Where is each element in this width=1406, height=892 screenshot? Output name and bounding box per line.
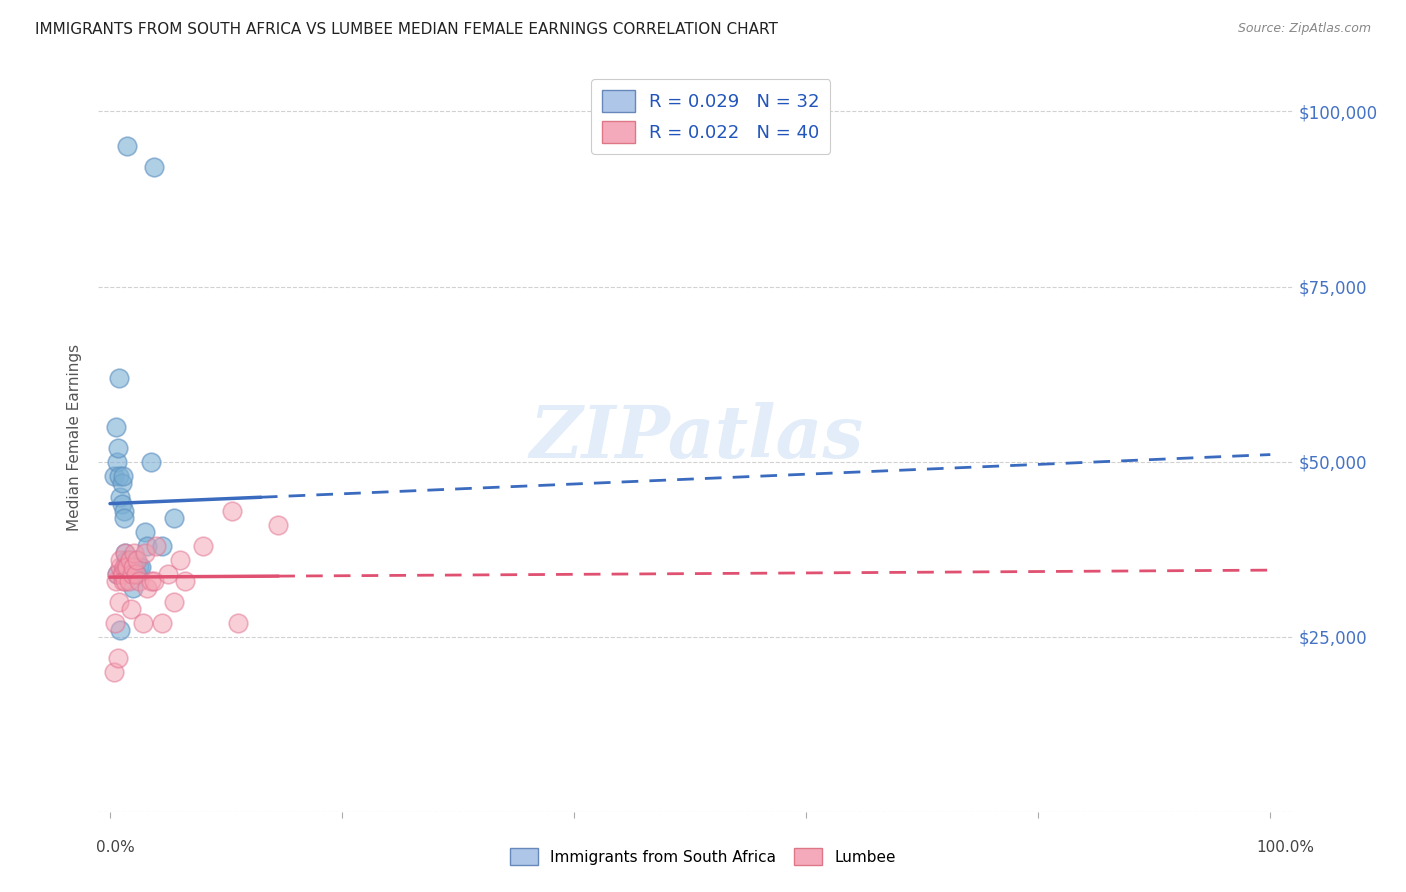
Point (128, 559, 150, 574)
Point (139, 574, 162, 588)
Point (163, 594, 186, 608)
Y-axis label: Median Female Earnings: Median Female Earnings (67, 343, 83, 531)
Point (103, 468, 125, 483)
Point (117, 574, 139, 588)
Point (104, 615, 127, 630)
Point (103, 665, 125, 679)
Point (267, 517, 290, 532)
Point (191, 539, 214, 553)
Point (125, 552, 148, 566)
Point (125, 566, 148, 581)
Point (143, 161, 166, 175)
Point (121, 566, 143, 581)
Point (118, 559, 141, 574)
Point (115, 559, 138, 574)
Point (110, 552, 132, 566)
Point (104, 574, 127, 588)
Text: 100.0%: 100.0% (1257, 840, 1315, 855)
Point (221, 503, 243, 517)
Legend: R = 0.029   N = 32, R = 0.022   N = 40: R = 0.029 N = 32, R = 0.022 N = 40 (592, 79, 831, 153)
Point (120, 559, 142, 574)
Point (115, 552, 138, 566)
Point (117, 559, 139, 574)
Point (114, 574, 136, 588)
Point (134, 524, 156, 539)
Point (111, 497, 134, 511)
Point (157, 566, 180, 581)
Point (145, 539, 167, 553)
Point (139, 454, 162, 468)
Point (163, 510, 186, 524)
Point (111, 475, 134, 490)
Point (122, 559, 145, 574)
Point (111, 574, 134, 588)
Point (105, 454, 128, 468)
Point (131, 559, 153, 574)
Point (118, 552, 141, 566)
Point (117, 559, 139, 574)
Legend: Immigrants from South Africa, Lumbee: Immigrants from South Africa, Lumbee (505, 842, 901, 871)
Point (105, 566, 128, 581)
Point (111, 566, 134, 581)
Point (136, 581, 159, 595)
Point (108, 594, 131, 608)
Point (110, 559, 132, 574)
Point (108, 370, 131, 384)
Point (136, 539, 159, 553)
Point (120, 601, 142, 615)
Point (122, 581, 145, 595)
Point (134, 546, 156, 560)
Point (111, 566, 134, 581)
Point (150, 539, 173, 553)
Text: ZIPatlas: ZIPatlas (529, 401, 863, 473)
Point (114, 546, 136, 560)
Point (124, 546, 146, 560)
Point (112, 559, 135, 574)
Point (114, 546, 136, 560)
Point (107, 441, 129, 455)
Point (112, 503, 135, 517)
Point (107, 650, 129, 665)
Point (108, 468, 131, 483)
Point (104, 419, 127, 434)
Point (226, 615, 249, 630)
Point (111, 468, 134, 483)
Point (143, 574, 166, 588)
Point (150, 615, 173, 630)
Point (117, 139, 139, 153)
Point (169, 552, 191, 566)
Point (117, 552, 139, 566)
Point (124, 552, 146, 566)
Point (110, 623, 132, 637)
Point (124, 566, 146, 581)
Text: 0.0%: 0.0% (96, 840, 135, 855)
Text: IMMIGRANTS FROM SOUTH AFRICA VS LUMBEE MEDIAN FEMALE EARNINGS CORRELATION CHART: IMMIGRANTS FROM SOUTH AFRICA VS LUMBEE M… (35, 22, 778, 37)
Point (112, 510, 135, 524)
Point (110, 490, 132, 504)
Point (131, 615, 153, 630)
Point (105, 566, 128, 581)
Point (174, 574, 197, 588)
Point (128, 574, 150, 588)
Text: Source: ZipAtlas.com: Source: ZipAtlas.com (1237, 22, 1371, 36)
